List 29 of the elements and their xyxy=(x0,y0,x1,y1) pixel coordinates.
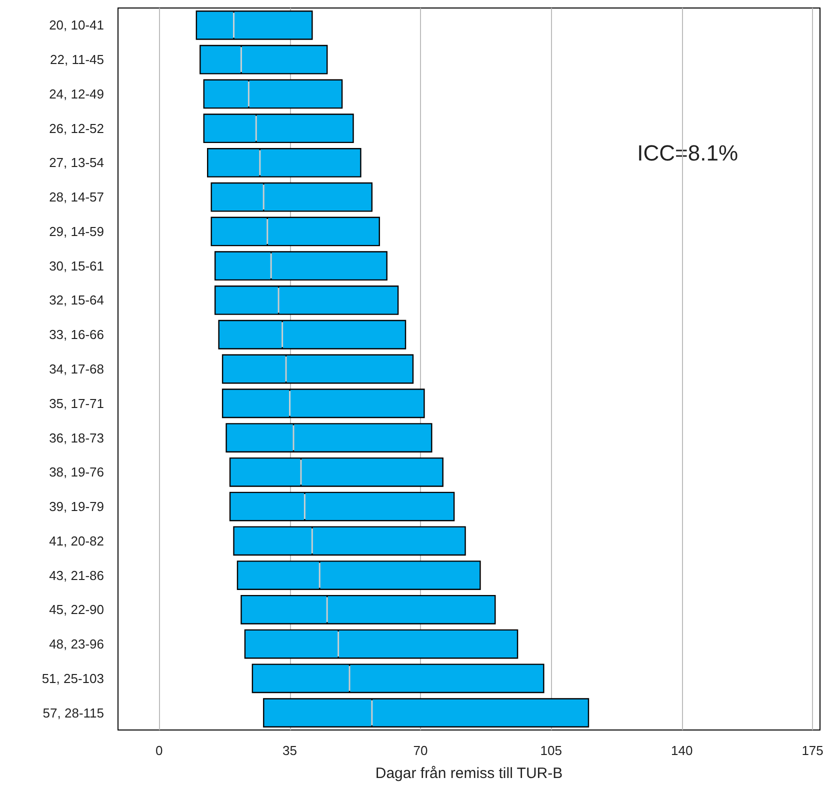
y-tick-label: 39, 19-79 xyxy=(49,499,104,514)
y-tick-label: 45, 22-90 xyxy=(49,602,104,618)
y-tick-label: 20, 10-41 xyxy=(49,18,104,33)
y-tick-label: 22, 11-45 xyxy=(50,52,104,68)
y-tick-label: 35, 17-71 xyxy=(49,396,104,411)
y-tick-label: 43, 21-86 xyxy=(49,568,104,583)
y-tick-label: 33, 16-66 xyxy=(49,327,104,342)
x-tick-label: 140 xyxy=(670,743,693,758)
y-tick-label: 26, 12-52 xyxy=(49,120,104,136)
x-axis-title: Dagar från remiss till TUR-B xyxy=(375,765,563,782)
y-tick-label: 48, 23-96 xyxy=(49,636,104,652)
x-tick-label: 105 xyxy=(540,743,562,758)
y-tick-label: 51, 25-103 xyxy=(42,670,104,686)
y-tick-label: 24, 12-49 xyxy=(49,86,104,102)
y-tick-label: 34, 17-68 xyxy=(49,362,104,376)
x-tick-label: 70 xyxy=(413,743,428,758)
y-tick-label: 30, 15-61 xyxy=(49,258,104,274)
x-tick-label: 175 xyxy=(802,743,824,758)
y-tick-label: 57, 28-115 xyxy=(42,705,104,720)
y-tick-label: 36, 18-73 xyxy=(49,430,104,446)
y-tick-label: 28, 14-57 xyxy=(49,190,104,205)
y-tick-label: 38, 19-76 xyxy=(49,464,104,480)
y-tick-label: 41, 20-82 xyxy=(49,533,104,548)
x-tick-label: 35 xyxy=(282,743,297,758)
x-tick-label: 0 xyxy=(155,743,163,758)
y-tick-label: 27, 13-54 xyxy=(49,155,104,170)
annotation: ICC=8.1% xyxy=(637,140,738,166)
y-tick-label: 29, 14-59 xyxy=(49,224,104,239)
y-tick-label: 32, 15-64 xyxy=(49,292,104,308)
